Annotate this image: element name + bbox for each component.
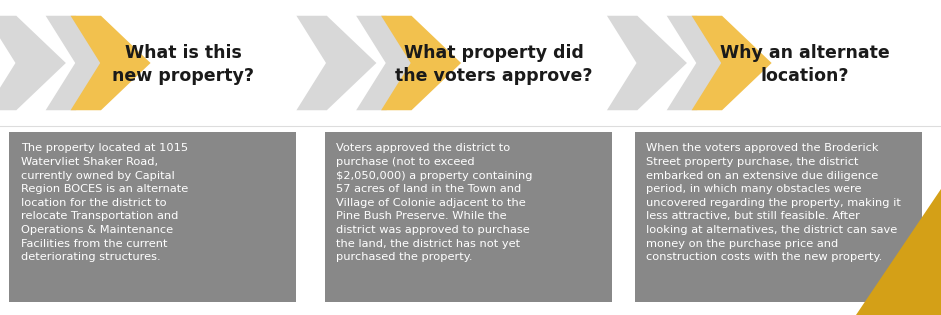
Polygon shape [856, 189, 941, 315]
Polygon shape [607, 16, 687, 110]
FancyBboxPatch shape [325, 132, 612, 302]
Text: What is this
new property?: What is this new property? [113, 44, 254, 85]
Polygon shape [357, 16, 437, 110]
Text: The property located at 1015
Watervliet Shaker Road,
currently owned by Capital
: The property located at 1015 Watervliet … [21, 143, 188, 262]
FancyBboxPatch shape [635, 132, 922, 302]
Text: Voters approved the district to
purchase (not to exceed
$2,050,000) a property c: Voters approved the district to purchase… [336, 143, 533, 262]
Polygon shape [71, 16, 151, 110]
Text: When the voters approved the Broderick
Street property purchase, the district
em: When the voters approved the Broderick S… [646, 143, 901, 262]
Polygon shape [381, 16, 461, 110]
FancyBboxPatch shape [9, 132, 296, 302]
Polygon shape [0, 16, 66, 110]
Polygon shape [296, 16, 376, 110]
Text: Why an alternate
location?: Why an alternate location? [720, 44, 889, 85]
Polygon shape [45, 16, 126, 110]
Text: What property did
the voters approve?: What property did the voters approve? [395, 44, 593, 85]
Polygon shape [666, 16, 746, 110]
Polygon shape [692, 16, 772, 110]
